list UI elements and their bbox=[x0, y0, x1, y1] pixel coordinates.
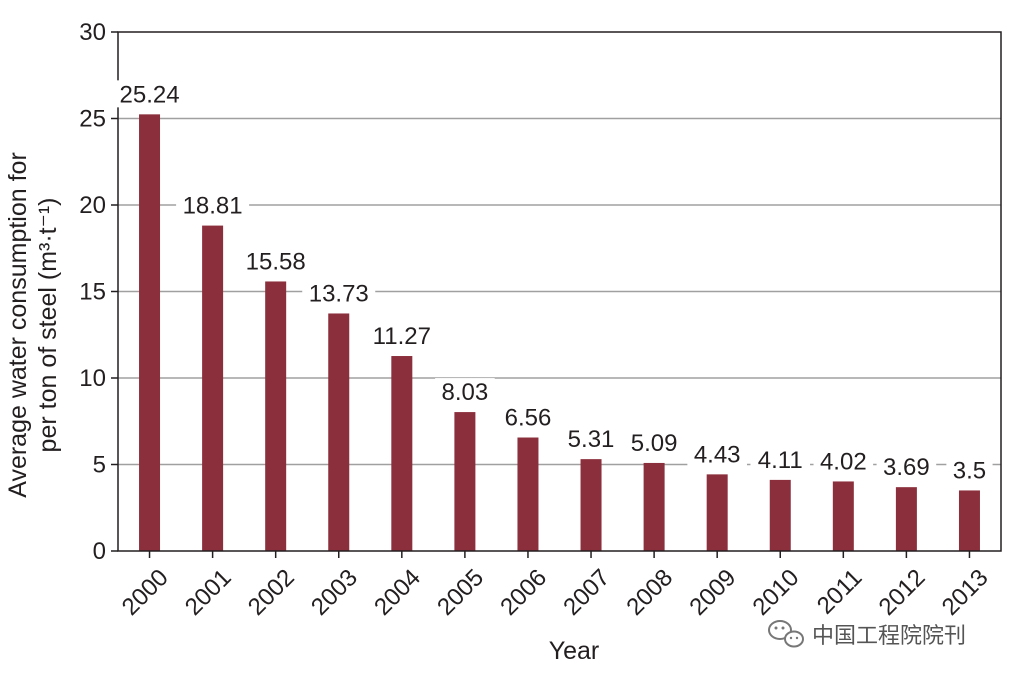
wechat-icon bbox=[768, 620, 804, 648]
x-tick-label-2001: 2001 bbox=[180, 564, 237, 621]
data-label-bg bbox=[176, 191, 250, 219]
x-tick-label-2002: 2002 bbox=[243, 564, 300, 621]
data-label-bg bbox=[561, 425, 621, 453]
x-tick-label-2011: 2011 bbox=[812, 564, 868, 620]
data-label-2008: 5.09 bbox=[631, 430, 678, 457]
data-label-bg bbox=[498, 403, 558, 431]
data-label-bg bbox=[365, 322, 439, 350]
bar-2003 bbox=[328, 313, 350, 551]
bar-2002 bbox=[265, 281, 287, 551]
y-tick-label: 15 bbox=[79, 279, 106, 306]
x-tick-label-2013: 2013 bbox=[937, 564, 994, 621]
x-tick-label-2000: 2000 bbox=[117, 564, 174, 621]
y-tick-label: 0 bbox=[93, 538, 106, 565]
x-tick-label-2008: 2008 bbox=[621, 564, 678, 621]
x-tick-label-2005: 2005 bbox=[432, 564, 489, 621]
bar-2010 bbox=[769, 479, 791, 551]
y-tick-label: 10 bbox=[79, 365, 106, 392]
x-tick-label-2003: 2003 bbox=[306, 564, 363, 621]
data-label-bg bbox=[113, 80, 187, 108]
x-tick-label-2012: 2012 bbox=[874, 564, 931, 621]
data-label-2000: 25.24 bbox=[120, 81, 180, 108]
bar-2005 bbox=[454, 412, 476, 551]
y-tick-label: 25 bbox=[79, 106, 106, 133]
grid-lines bbox=[118, 117, 1001, 466]
bars bbox=[139, 114, 980, 552]
data-label-2001: 18.81 bbox=[183, 193, 243, 220]
y-axis-title-line2: per ton of steel (m³·t⁻¹) bbox=[34, 198, 62, 453]
data-label-2004: 11.27 bbox=[373, 323, 431, 350]
bar-2013 bbox=[958, 490, 980, 551]
data-label-2003: 13.73 bbox=[309, 280, 369, 307]
data-label-2013: 3.5 bbox=[953, 457, 986, 484]
data-label-2011: 4.02 bbox=[820, 448, 867, 475]
x-tick-label-2009: 2009 bbox=[684, 564, 741, 621]
data-label-bg bbox=[750, 445, 811, 473]
bar-2006 bbox=[517, 437, 539, 551]
y-tick-label: 5 bbox=[93, 452, 106, 479]
data-label-2010: 4.11 bbox=[758, 447, 803, 474]
x-tick-label-2006: 2006 bbox=[495, 564, 552, 621]
bar-2009 bbox=[706, 474, 728, 551]
data-label-bg bbox=[239, 247, 313, 275]
watermark-text: 中国工程院院刊 bbox=[812, 624, 966, 649]
bar-2001 bbox=[202, 225, 224, 551]
watermark: 中国工程院院刊 bbox=[768, 620, 966, 649]
data-label-bg bbox=[687, 440, 747, 468]
data-label-2009: 4.43 bbox=[694, 441, 741, 468]
y-tick-label: 20 bbox=[79, 192, 106, 219]
data-label-2012: 3.69 bbox=[883, 454, 930, 481]
x-tick-label-2010: 2010 bbox=[748, 564, 805, 621]
bar-2004 bbox=[391, 356, 413, 551]
x-axis-ticks: 2000 2001 2002 2003 2004 2005 2006 2007 2008 2009… bbox=[117, 551, 994, 621]
data-label-bg bbox=[624, 428, 684, 456]
data-label-2002: 15.58 bbox=[246, 248, 306, 275]
x-tick-label-2007: 2007 bbox=[558, 564, 615, 621]
data-label-bg bbox=[813, 447, 874, 475]
bar-2000 bbox=[139, 114, 161, 552]
y-axis-title-line1: Average water consumption for bbox=[4, 152, 32, 498]
bar-2008 bbox=[643, 462, 665, 551]
x-tick-label-2004: 2004 bbox=[369, 564, 426, 621]
data-label-2007: 5.31 bbox=[568, 426, 615, 453]
data-label-bg bbox=[435, 378, 495, 406]
data-label-2005: 8.03 bbox=[442, 379, 489, 406]
data-label-bg bbox=[302, 279, 376, 307]
bar-2007 bbox=[580, 459, 602, 551]
bar-2012 bbox=[895, 487, 917, 551]
y-axis-ticks: 0 5 10 15 20 25 30 bbox=[79, 19, 118, 565]
y-tick-label: 30 bbox=[79, 19, 106, 46]
data-label-bg bbox=[946, 456, 993, 484]
bar-2011 bbox=[832, 481, 854, 551]
y-axis-title: Average water consumption for per ton of… bbox=[4, 152, 62, 498]
data-label-bg bbox=[876, 453, 937, 481]
x-axis-title: Year bbox=[549, 637, 600, 665]
data-label-2006: 6.56 bbox=[505, 405, 552, 432]
